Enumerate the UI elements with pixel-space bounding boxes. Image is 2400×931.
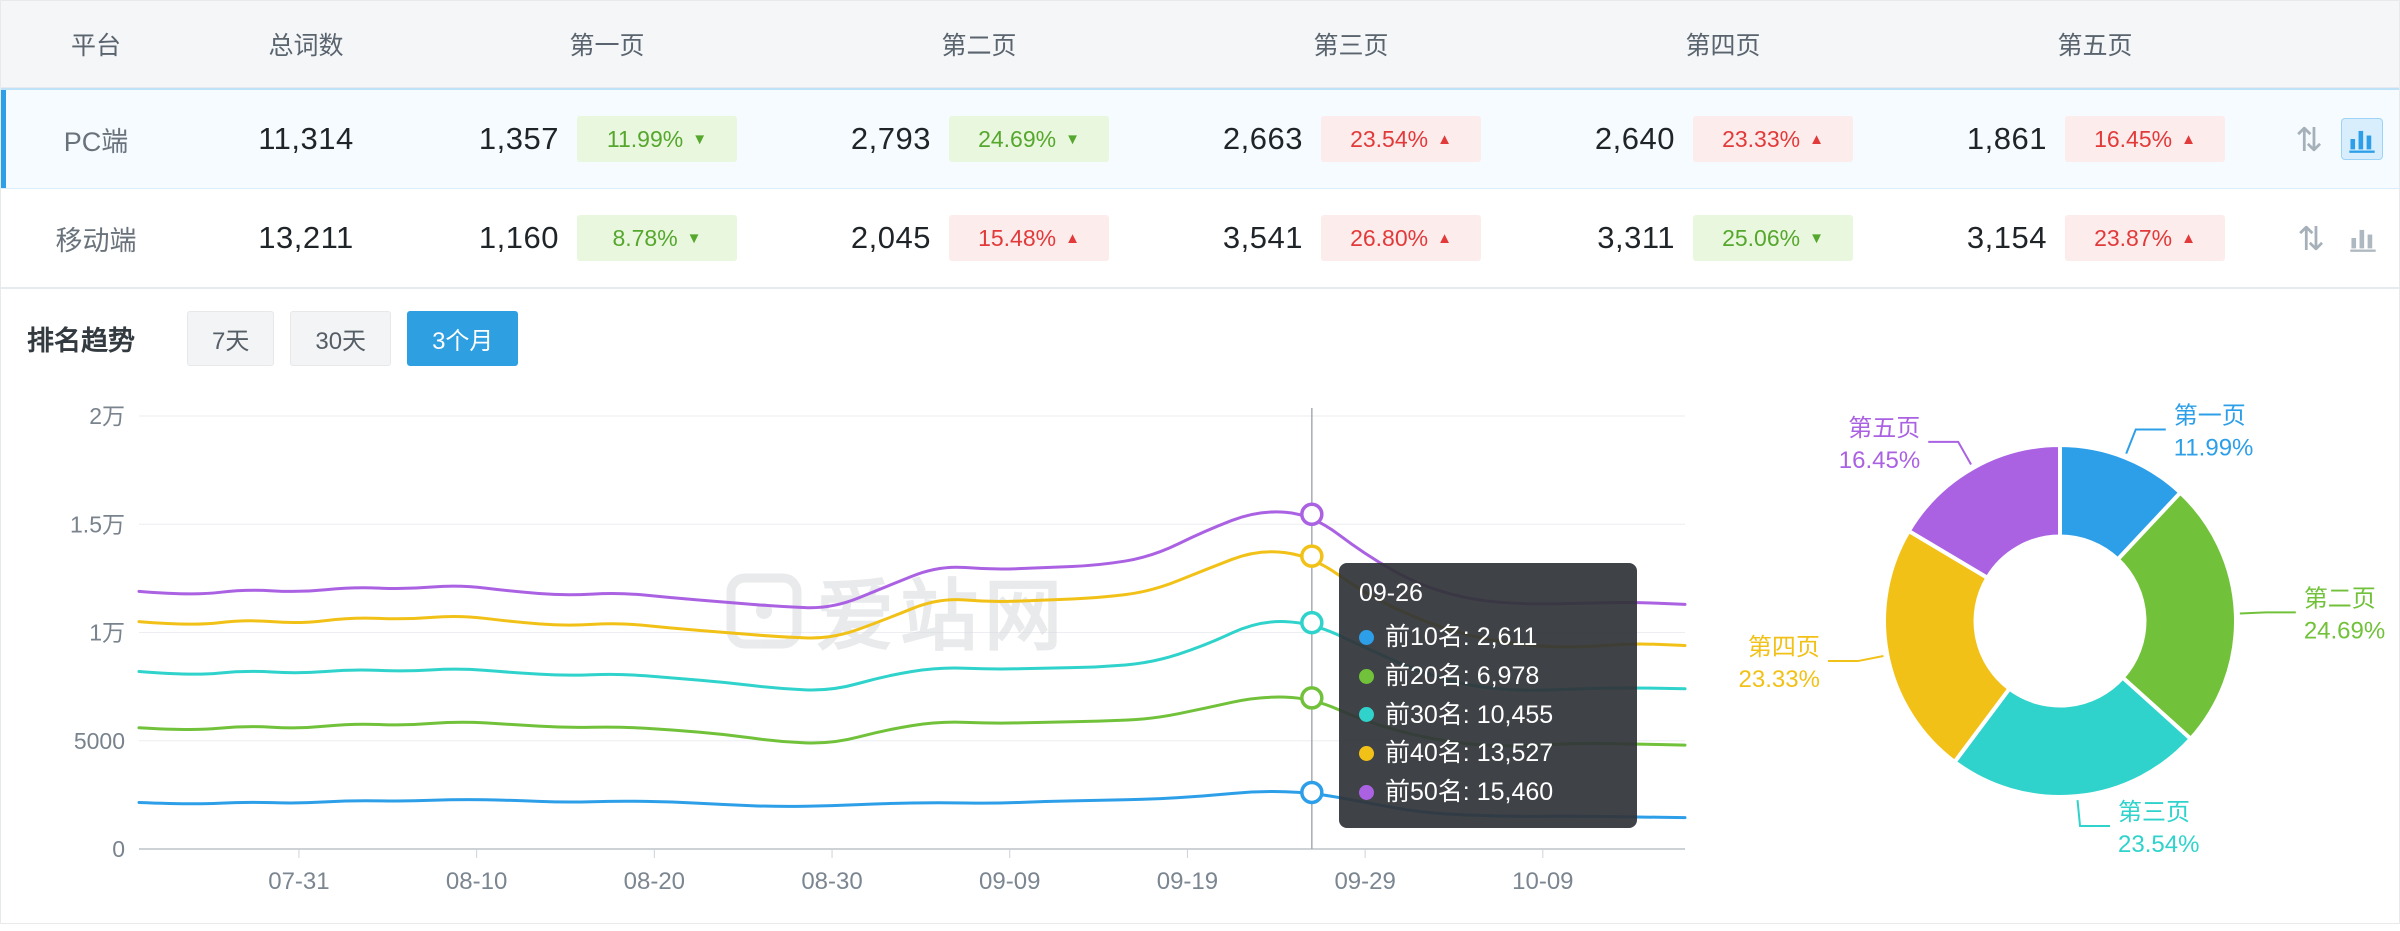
svg-text:24.69%: 24.69% <box>2304 617 2385 644</box>
tab-3months[interactable]: 3个月 <box>407 310 519 366</box>
page2-count: 2,045 <box>850 220 931 255</box>
trend-arrow-icon: ▼ <box>1809 229 1824 247</box>
svg-text:0: 0 <box>112 836 125 862</box>
trend-arrow-icon: ▲ <box>1809 130 1824 148</box>
trend-arrow-icon: ▲ <box>2181 229 2196 247</box>
header-page3: 第三页 <box>1313 32 1389 60</box>
show-trend-chart-icon[interactable] <box>2341 118 2383 160</box>
svg-text:08-30: 08-30 <box>801 868 862 895</box>
svg-text:08-20: 08-20 <box>624 868 685 895</box>
page4-count: 2,640 <box>1594 121 1675 156</box>
page3-pct-badge: 26.80% ▲ <box>1321 215 1481 261</box>
trend-arrow-icon: ▲ <box>1065 229 1080 247</box>
tooltip-date: 09-26 <box>1359 579 1423 607</box>
page1-count: 1,160 <box>478 220 559 255</box>
keyword-rank-table: 平台 总词数 第一页 第二页 第三页 第四页 第五页 PC端 11,314 1,… <box>1 1 2399 289</box>
svg-text:08-10: 08-10 <box>446 868 507 895</box>
svg-text:16.45%: 16.45% <box>1839 447 1920 474</box>
total-words-value: 11,314 <box>258 121 354 156</box>
trend-arrow-icon: ▼ <box>692 130 708 148</box>
page-distribution-donut-chart[interactable]: 第一页 11.99% 第二页 24.69% 第三页 23.54% 第四页 23.33% 第五页 1… <box>1701 365 2400 931</box>
sort-icon[interactable]: ⇅ <box>2295 120 2323 158</box>
svg-text:第三页: 第三页 <box>2118 799 2190 826</box>
svg-text:09-19: 09-19 <box>1157 868 1218 895</box>
page5-count: 1,861 <box>1966 121 2047 156</box>
svg-text:2万: 2万 <box>89 403 125 429</box>
page1-pct-badge: 11.99% ▼ <box>577 116 737 162</box>
svg-text:23.54%: 23.54% <box>2118 831 2199 858</box>
page3-count: 3,541 <box>1222 220 1303 255</box>
chart-tooltip: 09-26 前10名: 2,611 前20名: 6,978 前30名: 10,4… <box>1339 563 1637 828</box>
svg-text:1.5万: 1.5万 <box>70 511 125 537</box>
trend-arrow-icon: ▲ <box>1437 130 1452 148</box>
header-page5: 第五页 <box>2057 32 2133 60</box>
header-platform: 平台 <box>70 32 121 60</box>
svg-text:第四页: 第四页 <box>1748 634 1820 661</box>
series-dot <box>1359 746 1374 762</box>
page3-pct-badge: 23.54% ▲ <box>1321 116 1481 162</box>
tab-7days[interactable]: 7天 <box>187 310 275 366</box>
svg-text:07-31: 07-31 <box>268 868 329 895</box>
tooltip-row: 前20名: 6,978 <box>1359 657 1617 696</box>
page5-pct-badge: 16.45% ▲ <box>2065 116 2225 162</box>
page4-pct-badge: 23.33% ▲ <box>1693 116 1853 162</box>
svg-text:第二页: 第二页 <box>2304 585 2376 612</box>
tooltip-row: 前10名: 2,611 <box>1359 618 1617 657</box>
page3-count: 2,663 <box>1222 121 1303 156</box>
platform-label: 移动端 <box>55 225 137 256</box>
charts-area: 0 5000 1万 1.5万 2万爱站网 07-31 08-10 08-20 08-30 09-0… <box>1 365 2399 931</box>
show-trend-chart-icon[interactable] <box>2343 218 2383 258</box>
tab-30days[interactable]: 30天 <box>290 310 392 366</box>
total-words-value: 13,211 <box>258 220 354 255</box>
table-header: 平台 总词数 第一页 第二页 第三页 第四页 第五页 <box>1 1 2399 88</box>
svg-text:1万: 1万 <box>89 620 125 646</box>
page2-count: 2,793 <box>850 121 931 156</box>
svg-text:23.33%: 23.33% <box>1739 666 1820 693</box>
header-page4: 第四页 <box>1685 32 1761 60</box>
trend-section-title: 排名趋势 <box>27 325 135 356</box>
tooltip-row: 前40名: 13,527 <box>1359 734 1617 773</box>
series-dot <box>1359 784 1374 800</box>
page5-count: 3,154 <box>1966 220 2047 255</box>
svg-text:11.99%: 11.99% <box>2174 434 2254 461</box>
tooltip-row: 前50名: 15,460 <box>1359 773 1617 812</box>
page2-pct-badge: 15.48% ▲ <box>949 215 1109 261</box>
trend-arrow-icon: ▲ <box>2181 130 2196 148</box>
platform-label: PC端 <box>63 126 129 157</box>
header-total-words: 总词数 <box>268 32 344 60</box>
page5-pct-badge: 23.87% ▲ <box>2065 215 2225 261</box>
page4-pct-badge: 25.06% ▼ <box>1693 215 1853 261</box>
trend-arrow-icon: ▼ <box>686 229 702 247</box>
table-row-pc[interactable]: PC端 11,314 1,357 11.99% ▼ 2,793 24.69% ▼ 2… <box>1 88 2399 189</box>
svg-text:10-09: 10-09 <box>1512 868 1573 895</box>
sort-icon[interactable]: ⇅ <box>2297 219 2325 257</box>
trend-toolbar: 排名趋势 7天 30天 3个月 <box>27 310 2399 366</box>
tooltip-row: 前30名: 10,455 <box>1359 696 1617 735</box>
page1-count: 1,357 <box>478 121 559 156</box>
svg-text:第一页: 第一页 <box>2174 402 2246 429</box>
svg-text:09-09: 09-09 <box>979 868 1040 895</box>
series-dot <box>1359 629 1374 645</box>
trend-arrow-icon: ▼ <box>1065 130 1080 148</box>
header-page2: 第二页 <box>941 32 1017 60</box>
header-page1: 第一页 <box>569 32 645 60</box>
page2-pct-badge: 24.69% ▼ <box>949 116 1109 162</box>
series-dot <box>1359 707 1374 723</box>
series-dot <box>1359 668 1374 684</box>
page1-pct-badge: 8.78% ▼ <box>577 215 737 261</box>
svg-text:爱站网: 爱站网 <box>816 572 1068 660</box>
trend-arrow-icon: ▲ <box>1437 229 1452 247</box>
svg-text:09-29: 09-29 <box>1334 868 1395 895</box>
page4-count: 3,311 <box>1597 220 1675 255</box>
table-row-mobile[interactable]: 移动端 13,211 1,160 8.78% ▼ 2,045 15.48% ▲ 3,… <box>1 189 2399 289</box>
svg-text:第五页: 第五页 <box>1848 415 1920 442</box>
svg-text:5000: 5000 <box>74 728 125 754</box>
